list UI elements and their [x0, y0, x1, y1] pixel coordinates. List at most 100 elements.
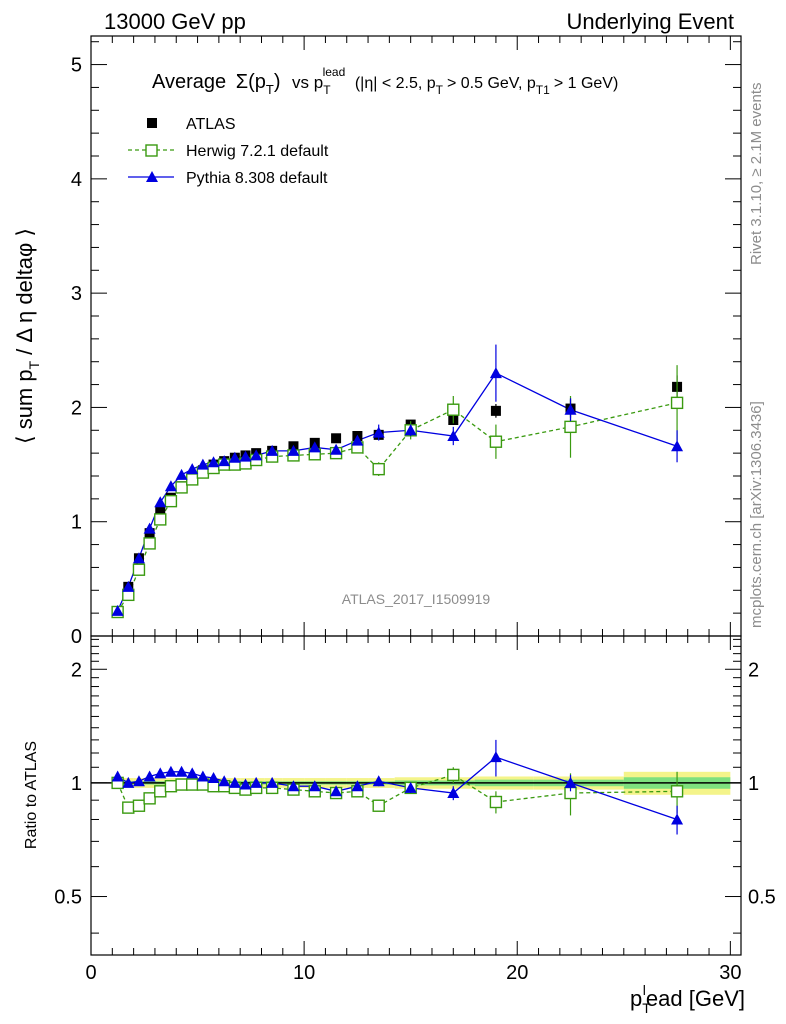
- main-title: Average Σ(pT) vs pTlead (|η| < 2.5, pT > …: [152, 59, 618, 97]
- energy-label: 13000 GeV pp: [104, 9, 246, 34]
- ratio-pythia-point: [122, 776, 135, 788]
- title-cuts-b: > 0.5 GeV, p: [447, 75, 536, 92]
- title-cuts-sub1: T: [436, 83, 444, 97]
- legend-pythia: Pythia 8.308 default: [128, 170, 328, 187]
- herwig-point: [154, 513, 167, 526]
- pythia-point: [330, 443, 343, 455]
- pythia-point: [143, 522, 156, 534]
- ratio-pythia-point: [175, 765, 188, 777]
- title-cuts-sub2: T1: [536, 83, 550, 97]
- herwig-point: [143, 537, 156, 550]
- ratio-y-tick-label-right: 0.5: [748, 887, 776, 909]
- ratio-frame: [90, 635, 742, 956]
- series-line-open-square: [117, 402, 678, 613]
- ratio-pythia-point: [351, 780, 364, 792]
- ratio-y-tick-label-left: 0.5: [54, 887, 82, 909]
- main-axis-ticks: 0 10 20 30 0 1 2 3 4 5: [71, 36, 741, 984]
- ylabel-sub: T: [26, 360, 42, 369]
- xlabel-sup: l: [643, 982, 646, 998]
- title-sigma-sub: T: [266, 82, 274, 97]
- ratio-ylabel: Ratio to ATLAS: [23, 741, 40, 849]
- x-tick-label: 0: [85, 962, 96, 984]
- ratio-herwig-point: [489, 795, 503, 809]
- pythia-point: [164, 480, 177, 492]
- pythia-point: [122, 580, 135, 592]
- herwig-point: [372, 462, 385, 476]
- ratio-pythia-point: [143, 770, 156, 782]
- herwig-point: [447, 403, 460, 416]
- title-vs: vs p: [292, 73, 323, 92]
- ratio-pythia-point: [308, 780, 321, 792]
- ratio-pythia-point: [564, 776, 577, 788]
- main-y-tick-label: 3: [71, 283, 82, 305]
- ratio-pythia-point: [218, 775, 231, 787]
- legend-pythia-label: Pythia 8.308 default: [186, 170, 328, 187]
- pythia-point: [308, 441, 321, 453]
- atlas-point: [331, 433, 342, 444]
- ratio-herwig-point: [154, 785, 167, 798]
- x-tick-label: 10: [293, 962, 315, 984]
- pythia-point: [132, 552, 145, 564]
- pythia-point: [404, 424, 417, 436]
- herwig-point: [175, 481, 188, 494]
- rivet-text: Rivet 3.1.10, ≥ 2.1M events: [748, 83, 765, 266]
- pythia-point: [111, 604, 124, 616]
- main-ylabel: ⟨ sum pT / Δ η deltaφ ⟩: [12, 228, 42, 444]
- legend-herwig-marker: [145, 144, 158, 157]
- herwig-point: [132, 563, 146, 576]
- legend-herwig-label: Herwig 7.2.1 default: [186, 143, 329, 160]
- ratio-pythia-point: [287, 780, 300, 792]
- ratio-pythia-point: [239, 778, 252, 790]
- ratio-y-tick-label-right: 1: [748, 773, 759, 795]
- ratio-pythia-point: [154, 767, 167, 779]
- x-tick-label: 20: [506, 962, 528, 984]
- ratio-axis-ticks: 0.5 0.5 1 1 2 2: [54, 638, 776, 934]
- ratio-data-layer: [91, 739, 741, 835]
- ratio-pythia-point: [266, 776, 279, 788]
- legend-atlas-label: ATLAS: [186, 116, 236, 133]
- ratio-herwig-point: [447, 768, 460, 782]
- legend-pythia-marker: [146, 171, 158, 182]
- ratio-pythia-point: [186, 767, 199, 779]
- x-axis-label: pTlead [GeV]: [630, 982, 745, 1016]
- main-data-layer: [111, 344, 684, 619]
- atlas-point: [155, 506, 166, 517]
- ratio-pythia-point: [447, 787, 460, 799]
- ratio-pythia-point: [111, 770, 124, 782]
- xlabel-b: ead [GeV]: [646, 986, 745, 1011]
- svg-text:Average Σ(pT) vs p: Average Σ(pT) vs pTlead (|η| < 2.5, pT > …: [152, 59, 618, 97]
- ratio-herwig-point: [132, 799, 146, 812]
- herwig-point: [186, 473, 199, 486]
- ratio-pythia-point: [489, 751, 502, 763]
- title-prefix: Average: [152, 71, 226, 93]
- ylabel-a: ⟨ sum p: [12, 369, 37, 444]
- x-tick-label: 30: [719, 962, 741, 984]
- mcplots-text: mcplots.cern.ch [arXiv:1306.3436]: [748, 401, 765, 628]
- xlabel-a: p: [630, 986, 642, 1011]
- ratio-pythia-point: [132, 775, 145, 787]
- title-pt-sub: T: [323, 83, 331, 97]
- ratio-pythia-point: [372, 775, 385, 787]
- herwig-point: [489, 435, 503, 448]
- xlabel-sub: T: [642, 1000, 651, 1016]
- atlas-point: [490, 405, 501, 416]
- ratio-pythia-point: [196, 770, 209, 782]
- pythia-point: [228, 451, 241, 463]
- main-y-tick-label: 1: [71, 512, 82, 534]
- pythia-point: [186, 463, 199, 475]
- herwig-point: [670, 396, 684, 410]
- main-y-tick-label: 4: [71, 169, 82, 191]
- pythia-point: [489, 367, 502, 379]
- legend-atlas: ATLAS: [147, 116, 236, 133]
- ratio-herwig-point: [122, 801, 135, 814]
- main-y-tick-label: 2: [71, 397, 82, 419]
- pythia-point: [196, 458, 209, 470]
- pythia-point: [287, 444, 300, 456]
- ratio-pythia-point: [404, 781, 417, 793]
- pythia-point: [671, 440, 684, 452]
- legend-herwig: Herwig 7.2.1 default: [128, 143, 329, 160]
- legend-atlas-marker: [147, 118, 157, 128]
- title-cuts-a: (|η| < 2.5, p: [355, 75, 436, 92]
- title-pt-sup: lead: [323, 65, 346, 79]
